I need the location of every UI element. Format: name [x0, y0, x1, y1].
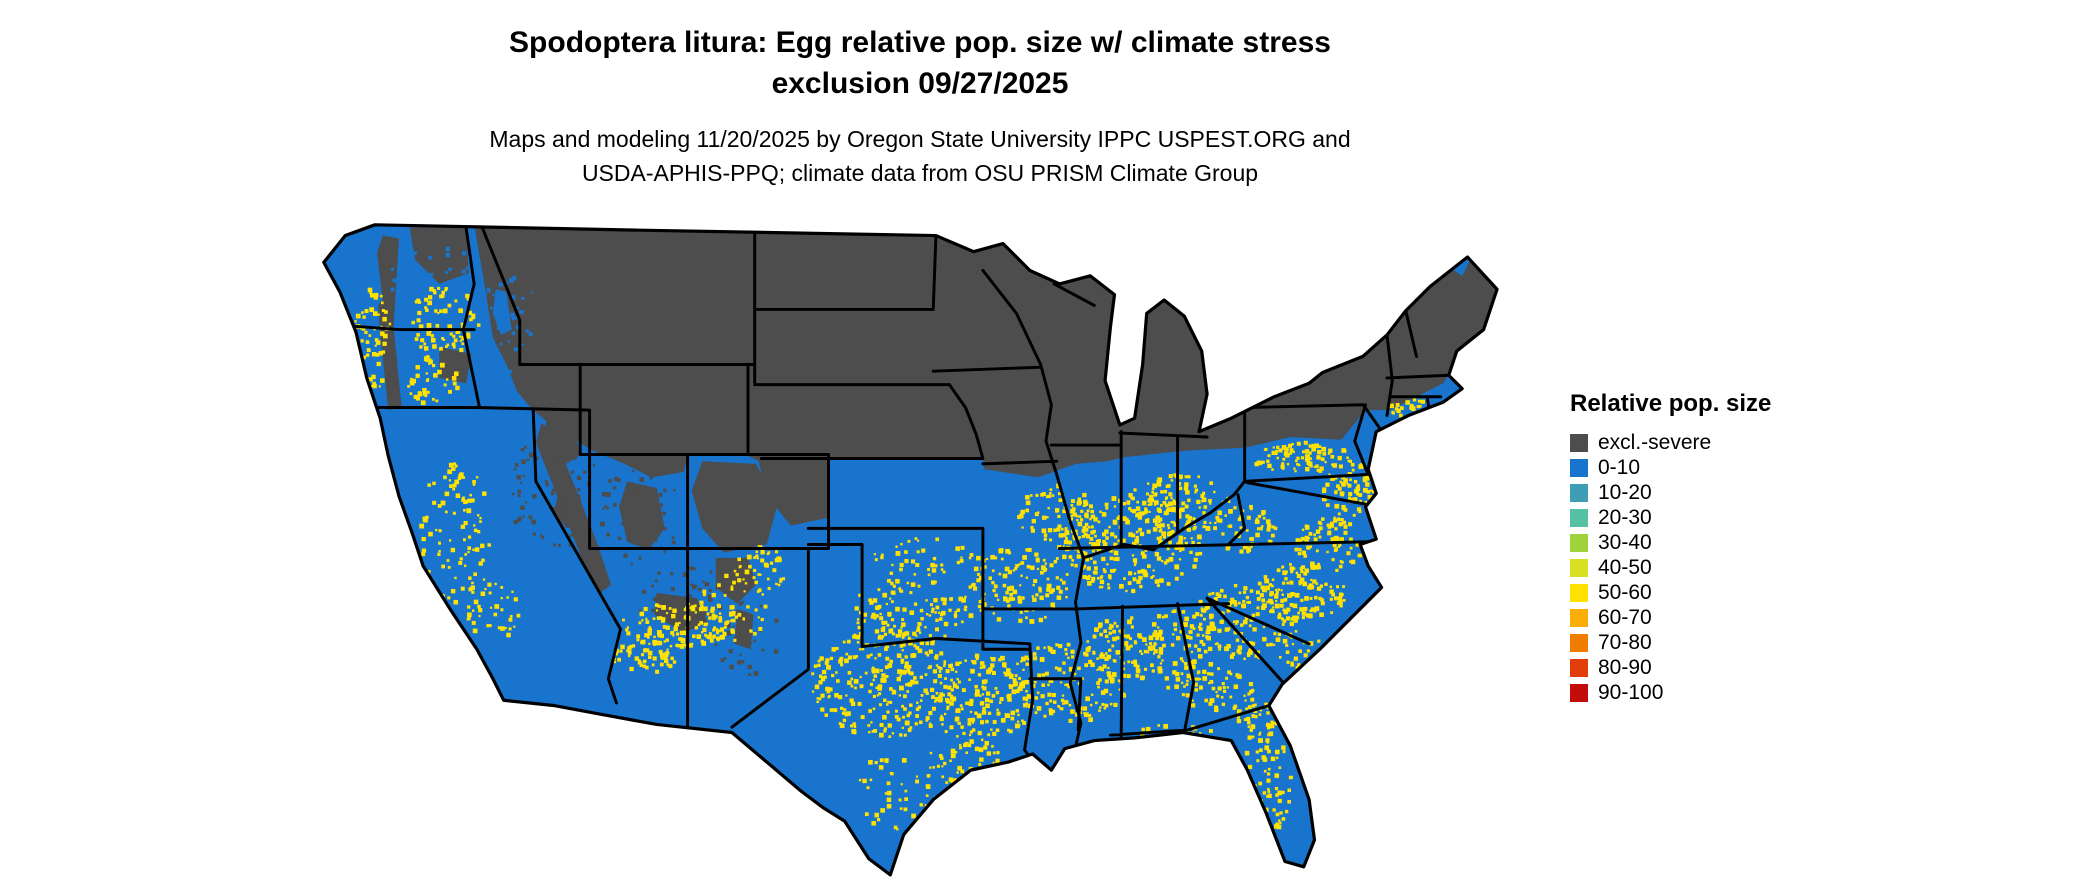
legend-label: 0-10 — [1598, 455, 1641, 479]
legend-item: 60-70 — [1570, 605, 1771, 630]
legend-label: 30-40 — [1598, 530, 1652, 554]
legend-item: 0-10 — [1570, 455, 1771, 480]
legend-color-swatch — [1570, 633, 1588, 652]
legend-item: 90-100 — [1570, 680, 1771, 705]
legend-label: 50-60 — [1598, 580, 1652, 604]
map-yellow-speckle — [353, 286, 1437, 839]
legend-color-swatch — [1570, 483, 1588, 502]
legend-item: 20-30 — [1570, 505, 1771, 530]
subtitle-line-1: Maps and modeling 11/20/2025 by Oregon S… — [489, 126, 1351, 152]
map-svg — [322, 223, 1499, 877]
legend-item: 70-80 — [1570, 630, 1771, 655]
legend-label: 70-80 — [1598, 630, 1652, 654]
legend-color-swatch — [1570, 558, 1588, 577]
page-title: Spodoptera litura: Egg relative pop. siz… — [0, 22, 1840, 104]
legend-label: 60-70 — [1598, 605, 1652, 629]
subtitle-line-2: USDA-APHIS-PPQ; climate data from OSU PR… — [581, 160, 1259, 186]
us-outline — [322, 223, 1499, 877]
title-line-2: exclusion 09/27/2025 — [771, 67, 1069, 100]
legend-label: 20-30 — [1598, 505, 1652, 529]
map-legend: Relative pop. size excl.-severe 0-10 10-20… — [1570, 390, 1771, 705]
legend-item: excl.-severe — [1570, 430, 1771, 455]
page-subtitle: Maps and modeling 11/20/2025 by Oregon S… — [0, 122, 1840, 190]
legend-item: 10-20 — [1570, 480, 1771, 505]
legend-color-swatch — [1570, 433, 1588, 452]
legend-item: 50-60 — [1570, 580, 1771, 605]
legend-title: Relative pop. size — [1570, 390, 1772, 417]
legend-label: 80-90 — [1598, 655, 1652, 679]
state-borders — [325, 226, 1451, 769]
legend-item: 40-50 — [1570, 555, 1771, 580]
title-line-1: Spodoptera litura: Egg relative pop. siz… — [509, 26, 1331, 59]
legend-color-swatch — [1570, 533, 1588, 552]
us-distribution-map — [305, 206, 1540, 891]
legend-label: excl.-severe — [1598, 430, 1712, 454]
legend-color-swatch — [1570, 683, 1588, 702]
legend-label: 10-20 — [1598, 480, 1652, 504]
legend-item: 80-90 — [1570, 655, 1771, 680]
legend-items: excl.-severe 0-10 10-20 20-30 30-40 40-50 50-6… — [1570, 430, 1771, 705]
legend-color-swatch — [1570, 458, 1588, 477]
legend-color-swatch — [1570, 583, 1588, 602]
legend-label: 90-100 — [1598, 680, 1664, 704]
legend-label: 40-50 — [1598, 555, 1652, 579]
legend-color-swatch — [1570, 508, 1588, 527]
legend-color-swatch — [1570, 658, 1588, 677]
legend-item: 30-40 — [1570, 530, 1771, 555]
legend-color-swatch — [1570, 608, 1588, 627]
